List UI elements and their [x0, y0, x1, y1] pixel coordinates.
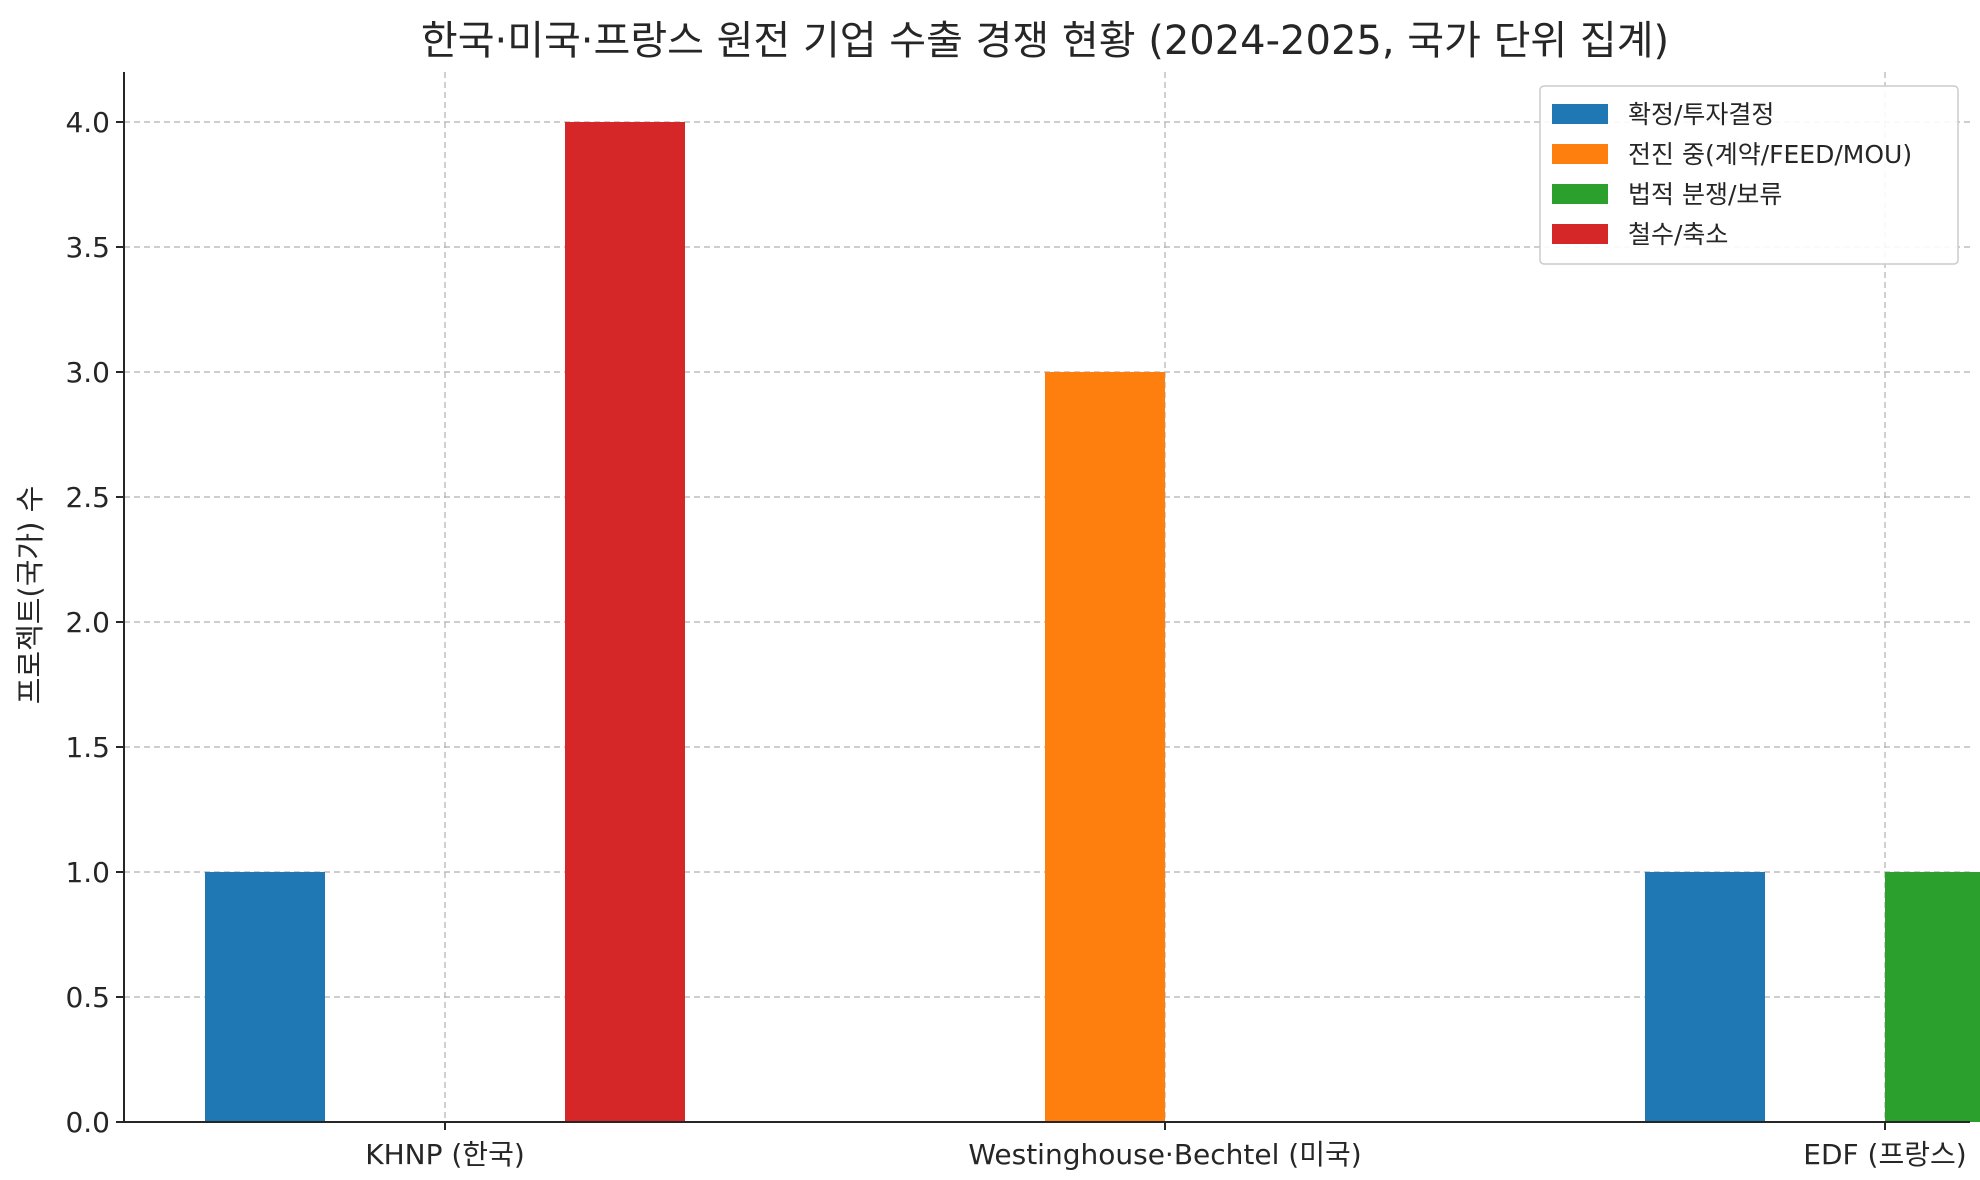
legend-swatch	[1552, 104, 1608, 124]
legend-swatch	[1552, 224, 1608, 244]
y-tick-label: 2.0	[65, 606, 110, 639]
x-ticks: KHNP (한국) Westinghouse·Bechtel (미국) EDF (프…	[365, 1122, 1967, 1171]
y-tick-label: 3.5	[65, 231, 110, 264]
legend-label: 법적 분쟁/보류	[1628, 180, 1782, 209]
y-tick-label: 1.5	[65, 731, 110, 764]
bar	[205, 872, 325, 1122]
bars	[205, 122, 1980, 1122]
x-tick-label: EDF (프랑스)	[1803, 1138, 1966, 1171]
legend-label: 전진 중(계약/FEED/MOU)	[1628, 140, 1912, 169]
y-tick-label: 1.0	[65, 856, 110, 889]
chart-title: 한국·미국·프랑스 원전 기업 수출 경쟁 현황 (2024-2025, 국가 …	[421, 18, 1669, 64]
x-tick-label: Westinghouse·Bechtel (미국)	[968, 1138, 1361, 1171]
y-tick-label: 4.0	[65, 106, 110, 139]
legend-label: 철수/축소	[1628, 220, 1728, 249]
y-axis-label: 프로젝트(국가) 수	[13, 486, 47, 705]
bar	[565, 122, 685, 1122]
y-tick-label: 0.5	[65, 981, 110, 1014]
y-ticks: 0.0 0.5 1.0 1.5 2.0 2.5 3.0 3.5 4.0	[65, 106, 124, 1139]
bar	[1885, 872, 1980, 1122]
x-tick-label: KHNP (한국)	[365, 1138, 525, 1171]
bar	[1045, 372, 1165, 1122]
legend-swatch	[1552, 144, 1608, 164]
legend-box	[1539, 85, 1959, 265]
legend-swatch	[1552, 184, 1608, 204]
bar	[1645, 872, 1765, 1122]
y-tick-label: 0.0	[65, 1106, 110, 1139]
y-tick-label: 2.5	[65, 481, 110, 514]
y-tick-label: 3.0	[65, 356, 110, 389]
legend-label: 확정/투자결정	[1628, 100, 1774, 129]
